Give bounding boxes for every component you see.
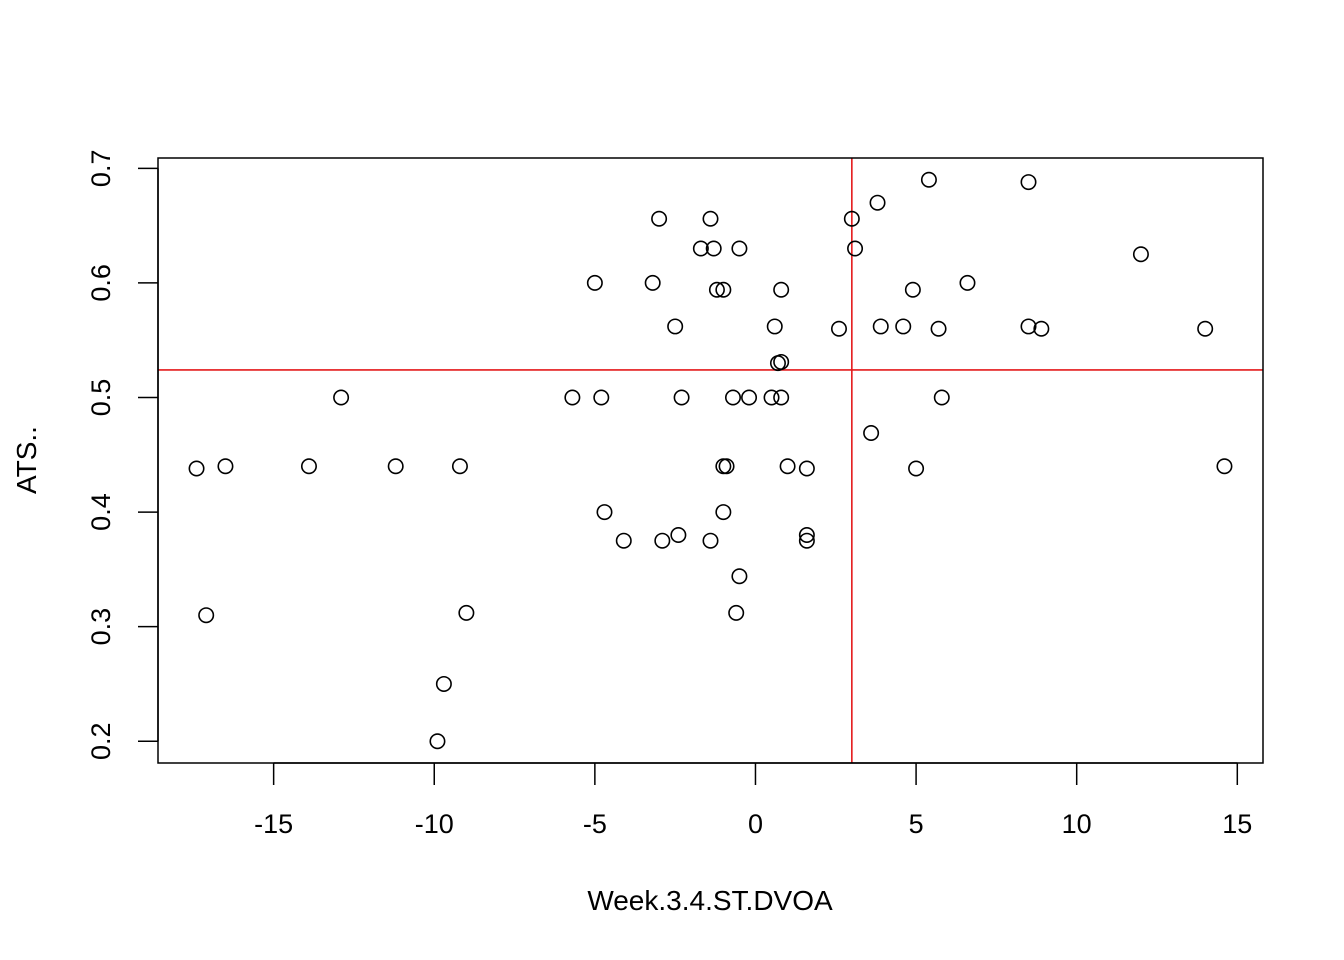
- data-point: [615, 532, 632, 549]
- y-tick-label: 0.2: [86, 722, 116, 760]
- data-point: [920, 171, 937, 188]
- data-point: [904, 281, 921, 298]
- data-point: [670, 526, 687, 543]
- data-point: [593, 389, 610, 406]
- data-point: [863, 424, 880, 441]
- data-point: [798, 526, 815, 543]
- data-point: [435, 675, 452, 692]
- data-point: [1216, 458, 1233, 475]
- data-point: [458, 604, 475, 621]
- data-point: [1132, 246, 1149, 263]
- y-tick-label: 0.5: [86, 379, 116, 417]
- data-point: [702, 532, 719, 549]
- data-point: [728, 604, 745, 621]
- data-point: [798, 460, 815, 477]
- data-point: [715, 281, 732, 298]
- data-point: [188, 460, 205, 477]
- data-point: [702, 210, 719, 227]
- data-point: [673, 389, 690, 406]
- data-point: [718, 458, 735, 475]
- data-point: [586, 274, 603, 291]
- data-point: [895, 318, 912, 335]
- data-point: [715, 504, 732, 521]
- data-point: [300, 458, 317, 475]
- data-point: [644, 274, 661, 291]
- data-point: [779, 458, 796, 475]
- x-tick-label: 10: [1062, 809, 1092, 839]
- data-point: [930, 320, 947, 337]
- y-tick-label: 0.7: [86, 150, 116, 188]
- data-point: [708, 281, 725, 298]
- data-point: [1197, 320, 1214, 337]
- x-tick-label: 0: [748, 809, 763, 839]
- data-point: [773, 389, 790, 406]
- data-point: [933, 389, 950, 406]
- x-tick-label: -10: [415, 809, 454, 839]
- data-point: [1033, 320, 1050, 337]
- data-point: [731, 240, 748, 257]
- data-point: [959, 274, 976, 291]
- data-point: [830, 320, 847, 337]
- x-axis-title: Week.3.4.ST.DVOA: [587, 885, 833, 916]
- data-point: [564, 389, 581, 406]
- data-point: [773, 281, 790, 298]
- data-point: [869, 194, 886, 211]
- data-point: [763, 389, 780, 406]
- y-tick-label: 0.3: [86, 608, 116, 646]
- data-point: [451, 458, 468, 475]
- x-tick-label: -15: [254, 809, 293, 839]
- reference-lines: [158, 158, 1263, 763]
- data-point: [654, 532, 671, 549]
- data-points: [188, 171, 1233, 750]
- data-point: [217, 458, 234, 475]
- y-tick-label: 0.6: [86, 264, 116, 302]
- y-tick-label: 0.4: [86, 493, 116, 531]
- x-tick-label: 15: [1222, 809, 1252, 839]
- data-point: [692, 240, 709, 257]
- data-point: [387, 458, 404, 475]
- data-point: [198, 607, 215, 624]
- data-point: [843, 210, 860, 227]
- data-point: [908, 460, 925, 477]
- data-point: [1020, 174, 1037, 191]
- data-point: [1020, 318, 1037, 335]
- x-axis: -15 -10 -5 0 5 10 15: [254, 762, 1252, 839]
- data-point: [872, 318, 889, 335]
- x-tick-label: -5: [583, 809, 607, 839]
- data-point: [429, 733, 446, 750]
- y-axis-title: ATS..: [11, 426, 42, 494]
- data-point: [705, 240, 722, 257]
- data-point: [798, 532, 815, 549]
- data-point: [766, 318, 783, 335]
- data-point: [724, 389, 741, 406]
- data-point: [667, 318, 684, 335]
- x-tick-label: 5: [909, 809, 924, 839]
- data-point: [596, 504, 613, 521]
- data-point: [651, 210, 668, 227]
- data-point: [333, 389, 350, 406]
- data-point: [731, 568, 748, 585]
- y-axis: 0.2 0.3 0.4 0.5 0.6 0.7: [86, 150, 159, 760]
- data-point: [847, 240, 864, 257]
- data-point: [773, 353, 790, 370]
- data-point: [741, 389, 758, 406]
